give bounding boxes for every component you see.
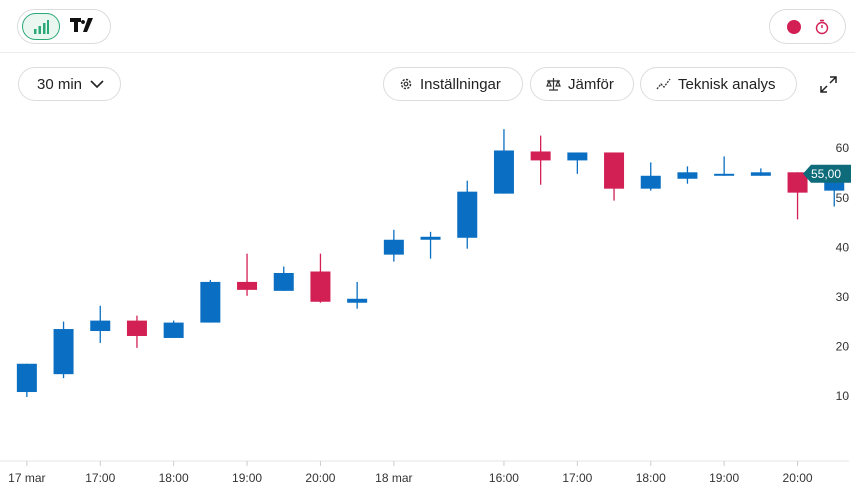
x-tick-label: 19:00 [232,471,262,485]
x-tick-label: 20:00 [305,471,335,485]
candle-body [126,320,147,336]
view-switch [17,9,111,44]
candle-body [750,172,771,176]
x-tick-label: 20:00 [783,471,813,485]
analysis-button[interactable]: Teknisk analys [640,67,797,101]
record-dot[interactable] [786,19,801,34]
candle-body [457,191,478,238]
candle-body [824,173,845,191]
last-price-label: 55,00 [811,167,841,181]
candle-body [16,363,37,393]
x-tick-label: 19:00 [709,471,739,485]
x-tick-label: 17 mar [8,471,45,485]
candle-body [714,173,735,176]
candle-body [163,322,184,338]
candle-body [567,152,588,161]
x-tick-label: 18 mar [375,471,412,485]
analysis-icon [656,78,671,90]
divider [0,52,855,53]
y-tick-label: 30 [836,290,850,304]
candle-body [273,272,294,291]
button-label: Jämför [568,75,614,93]
y-tick-label: 60 [836,141,850,155]
interval-label: 30 min [37,75,83,93]
candle-body [677,172,698,179]
timer-icon[interactable] [815,19,829,35]
gear-icon [400,78,412,90]
y-tick-label: 40 [836,240,850,254]
candle-body [53,329,74,375]
chevron [90,80,104,88]
scale-icon [546,78,561,91]
x-tick-label: 18:00 [159,471,189,485]
candle-body [347,298,368,303]
fullscreen-icon[interactable] [820,76,837,93]
button-label: Inställningar [420,75,501,93]
y-tick-label: 50 [836,191,850,205]
y-tick-label: 10 [836,389,850,403]
candle-body [383,239,404,255]
signal-icon [34,19,49,34]
overview-button[interactable] [22,13,60,40]
button-label: Teknisk analys [678,75,776,93]
tv-logo [70,17,93,32]
x-tick-label: 18:00 [636,471,666,485]
candle-body [604,152,625,189]
candle-body [200,281,221,323]
y-tick-label: 20 [836,340,850,354]
x-tick-label: 17:00 [85,471,115,485]
candle-body [787,172,808,193]
candle-body [530,151,551,161]
interval-dropdown[interactable]: 30 min [18,67,121,101]
candle-body [420,236,441,240]
tv-button[interactable] [70,17,98,36]
x-tick-label: 16:00 [489,471,519,485]
candle-body [237,281,258,290]
candle-body [640,175,661,189]
last-price-tag [803,164,851,183]
candle-body [90,320,111,332]
candle-body [310,271,331,302]
candle-body [493,150,514,194]
record-controls [769,9,846,44]
x-tick-label: 17:00 [562,471,592,485]
compare-button[interactable]: Jämför [530,67,634,101]
settings-button[interactable]: Inställningar [383,67,523,101]
